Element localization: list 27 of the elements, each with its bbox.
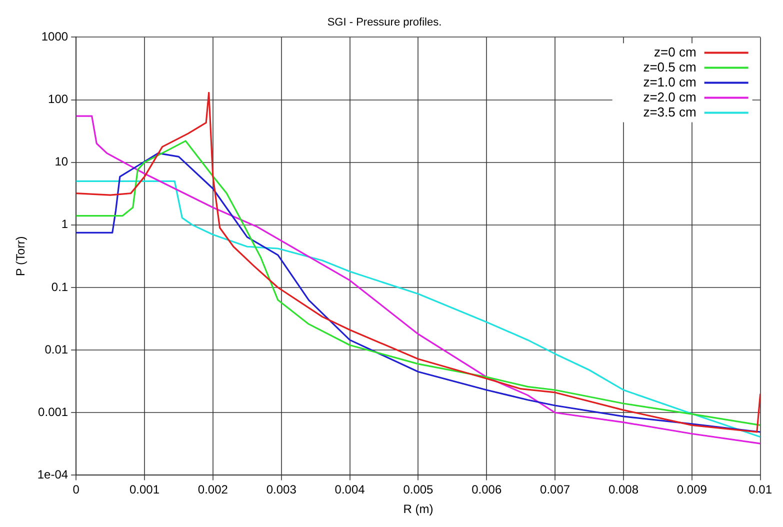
x-tick-label: 0.002 [198, 482, 228, 497]
y-tick-label: 1000 [41, 30, 68, 44]
y-tick-label: 100 [48, 92, 68, 106]
x-tick-label: 0.006 [472, 482, 502, 497]
legend-label: z=1.0 cm [643, 74, 696, 90]
x-axis-title: R (m) [403, 502, 434, 516]
x-tick-label: 0.01 [748, 482, 772, 497]
y-tick-label: 1 [61, 217, 68, 232]
legend-label: z=2.0 cm [643, 89, 696, 104]
x-tick-label: 0.001 [130, 482, 160, 497]
x-tick-label: 0.007 [540, 482, 570, 497]
legend-label: z=0.5 cm [643, 59, 696, 74]
legend-label: z=0 cm [654, 44, 696, 60]
x-tick-label: 0.005 [403, 482, 434, 497]
x-tick-label: 0.008 [608, 482, 639, 497]
y-tick-label: 0.001 [38, 404, 68, 419]
y-tick-label: 10 [54, 154, 68, 169]
y-tick-label: 0.1 [51, 280, 68, 294]
x-tick-label: 0.004 [334, 482, 366, 497]
legend-label: z=3.5 cm [643, 104, 696, 120]
x-tick-label: 0.009 [676, 482, 708, 497]
y-tick-label: 1e-04 [37, 468, 68, 482]
x-tick-label: 0.003 [266, 482, 297, 497]
x-tick-label: 0 [72, 482, 80, 497]
y-axis-title: P (Torr) [14, 236, 28, 276]
y-tick-label: 0.01 [44, 342, 68, 356]
chart-title: SGI - Pressure profiles. [327, 16, 442, 29]
